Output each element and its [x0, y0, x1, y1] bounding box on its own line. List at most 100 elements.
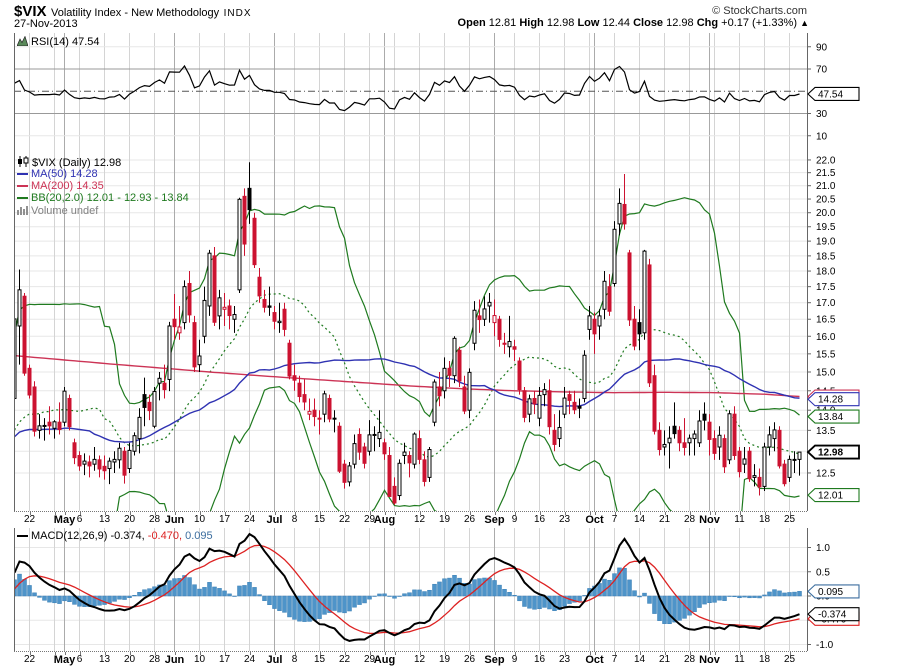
x-axis-day-label: 26	[463, 654, 476, 665]
svg-text:17.0: 17.0	[816, 298, 836, 309]
exchange-label: INDX	[223, 8, 252, 19]
svg-text:30: 30	[816, 109, 828, 120]
macd-legend: MACD(12,26,9) -0.374, -0.470, 0.095	[17, 531, 213, 542]
x-axis-day-label: 6	[76, 654, 83, 665]
close-value: 12.98	[666, 17, 694, 29]
rsi-label: RSI(14) 47.54	[31, 36, 100, 48]
x-axis-main: 22 May 6 13 20 28 Jun 10 17 24 Jul 8 15 22 29 Aug 12 19 26…	[0, 511, 901, 527]
rsi-legend: RSI(14) 47.54	[16, 35, 100, 49]
x-axis-month-label: Jul	[266, 514, 283, 526]
x-axis-day-label: 12	[413, 514, 426, 525]
x-axis-day-label: 22	[338, 514, 351, 525]
x-axis-day-label: 7	[611, 654, 618, 665]
x-axis-month-label: Nov	[699, 514, 720, 526]
x-axis-day-label: 28	[683, 514, 696, 525]
svg-text:19.5: 19.5	[816, 222, 836, 233]
open-value: 12.81	[488, 17, 517, 29]
x-axis-day-label: 7	[611, 514, 618, 525]
chg-label: Chg	[696, 17, 719, 29]
x-axis-day-label: 8	[291, 654, 298, 665]
svg-text:1.0: 1.0	[816, 543, 830, 554]
volume-label: Volume undef	[31, 205, 99, 217]
x-axis-day-label: 28	[683, 654, 696, 665]
x-axis-month-label: Nov	[699, 654, 720, 666]
x-axis-day-label: 17	[218, 654, 231, 665]
x-axis-day-label: 28	[148, 654, 161, 665]
x-axis-day-label: 10	[193, 654, 206, 665]
low-value: 12.44	[602, 17, 631, 29]
svg-text:12.98: 12.98	[818, 448, 843, 459]
symbol: $VIX	[14, 3, 47, 20]
x-axis-day-label: 23	[558, 514, 571, 525]
svg-text:0.5: 0.5	[816, 567, 830, 578]
macd-label: MACD(12,26,9) -0.374,	[31, 530, 145, 542]
bb-line-icon	[17, 197, 28, 199]
bb-label: BB(20,2.0) 12.01 - 12.93 - 13.84	[31, 192, 189, 204]
x-axis-day-label: 24	[243, 514, 256, 525]
x-axis-day-label: 24	[243, 654, 256, 665]
x-axis-day-label: 25	[783, 514, 796, 525]
svg-text:18.5: 18.5	[816, 251, 836, 262]
low-label: Low	[577, 17, 600, 29]
x-axis-day-label: 22	[338, 654, 351, 665]
x-axis-month-label: Sep	[484, 654, 505, 666]
x-axis-month-label: Aug	[373, 514, 396, 526]
x-axis-day-label: 22	[23, 654, 36, 665]
x-axis-day-label: 19	[438, 514, 451, 525]
svg-text:17.5: 17.5	[816, 282, 836, 293]
svg-text:21.5: 21.5	[816, 168, 836, 179]
x-axis-day-label: 12	[413, 654, 426, 665]
svg-text:16.5: 16.5	[816, 315, 836, 326]
ma200-line-icon	[17, 185, 28, 187]
x-axis-month-label: Oct	[585, 654, 604, 666]
svg-text:19.0: 19.0	[816, 237, 836, 248]
svg-text:16.0: 16.0	[816, 332, 836, 343]
page-title: Volatility Index - New Methodology	[50, 7, 220, 19]
volume-legend: Volume undef	[17, 205, 98, 218]
x-axis-day-label: 11	[734, 514, 745, 525]
macd-signal-value: -0.470,	[144, 530, 183, 542]
x-axis-day-label: 28	[148, 514, 161, 525]
x-axis-month-label: May	[53, 654, 76, 666]
svg-text:47.54: 47.54	[818, 89, 843, 100]
x-axis-day-label: 18	[758, 514, 771, 525]
svg-text:-0.374: -0.374	[818, 610, 847, 621]
x-axis-month-label: May	[53, 514, 76, 526]
x-axis-day-label: 20	[123, 654, 136, 665]
copyright: © StockCharts.com	[712, 5, 807, 17]
x-axis-day-label: 21	[658, 514, 671, 525]
x-axis-day-label: 19	[438, 654, 451, 665]
ma50-line-icon	[17, 173, 28, 175]
x-axis-day-label: 15	[313, 654, 326, 665]
ma50-label: MA(50) 14.28	[31, 168, 98, 180]
svg-text:0.095: 0.095	[818, 587, 843, 598]
x-axis-month-label: Sep	[484, 514, 505, 526]
svg-text:20.5: 20.5	[816, 195, 836, 206]
x-axis-day-label: 9	[511, 654, 518, 665]
vix-legend: $VIX (Daily) 12.98	[17, 156, 121, 170]
x-axis-day-label: 23	[558, 654, 571, 665]
chg-value: +0.17 (+1.33%)	[721, 17, 798, 29]
chart-date: 27-Nov-2013	[14, 18, 78, 30]
x-axis-day-label: 29	[363, 654, 376, 665]
bb-legend: BB(20,2.0) 12.01 - 12.93 - 13.84	[17, 193, 189, 204]
ma50-legend: MA(50) 14.28	[17, 169, 98, 180]
svg-text:10: 10	[816, 131, 828, 142]
x-axis-day-label: 9	[511, 514, 518, 525]
ma200-legend: MA(200) 14.35	[17, 181, 104, 192]
x-axis-month-label: Aug	[373, 654, 396, 666]
x-axis-day-label: 14	[633, 514, 646, 525]
x-axis-day-label: 16	[533, 514, 546, 525]
high-label: High	[519, 17, 544, 29]
chart-header: $VIX Volatility Index - New Methodology …	[14, 3, 252, 21]
svg-text:18.0: 18.0	[816, 267, 836, 278]
x-axis-day-label: 26	[463, 514, 476, 525]
svg-text:20.0: 20.0	[816, 208, 836, 219]
x-axis-day-label: 8	[291, 514, 298, 525]
x-axis-day-label: 11	[734, 654, 745, 665]
x-axis-day-label: 10	[193, 514, 206, 525]
x-axis-day-label: 25	[783, 654, 796, 665]
ohlc-quote: Open 12.81 High 12.98 Low 12.44 Close 12…	[458, 17, 809, 29]
svg-text:13.84: 13.84	[818, 412, 843, 423]
